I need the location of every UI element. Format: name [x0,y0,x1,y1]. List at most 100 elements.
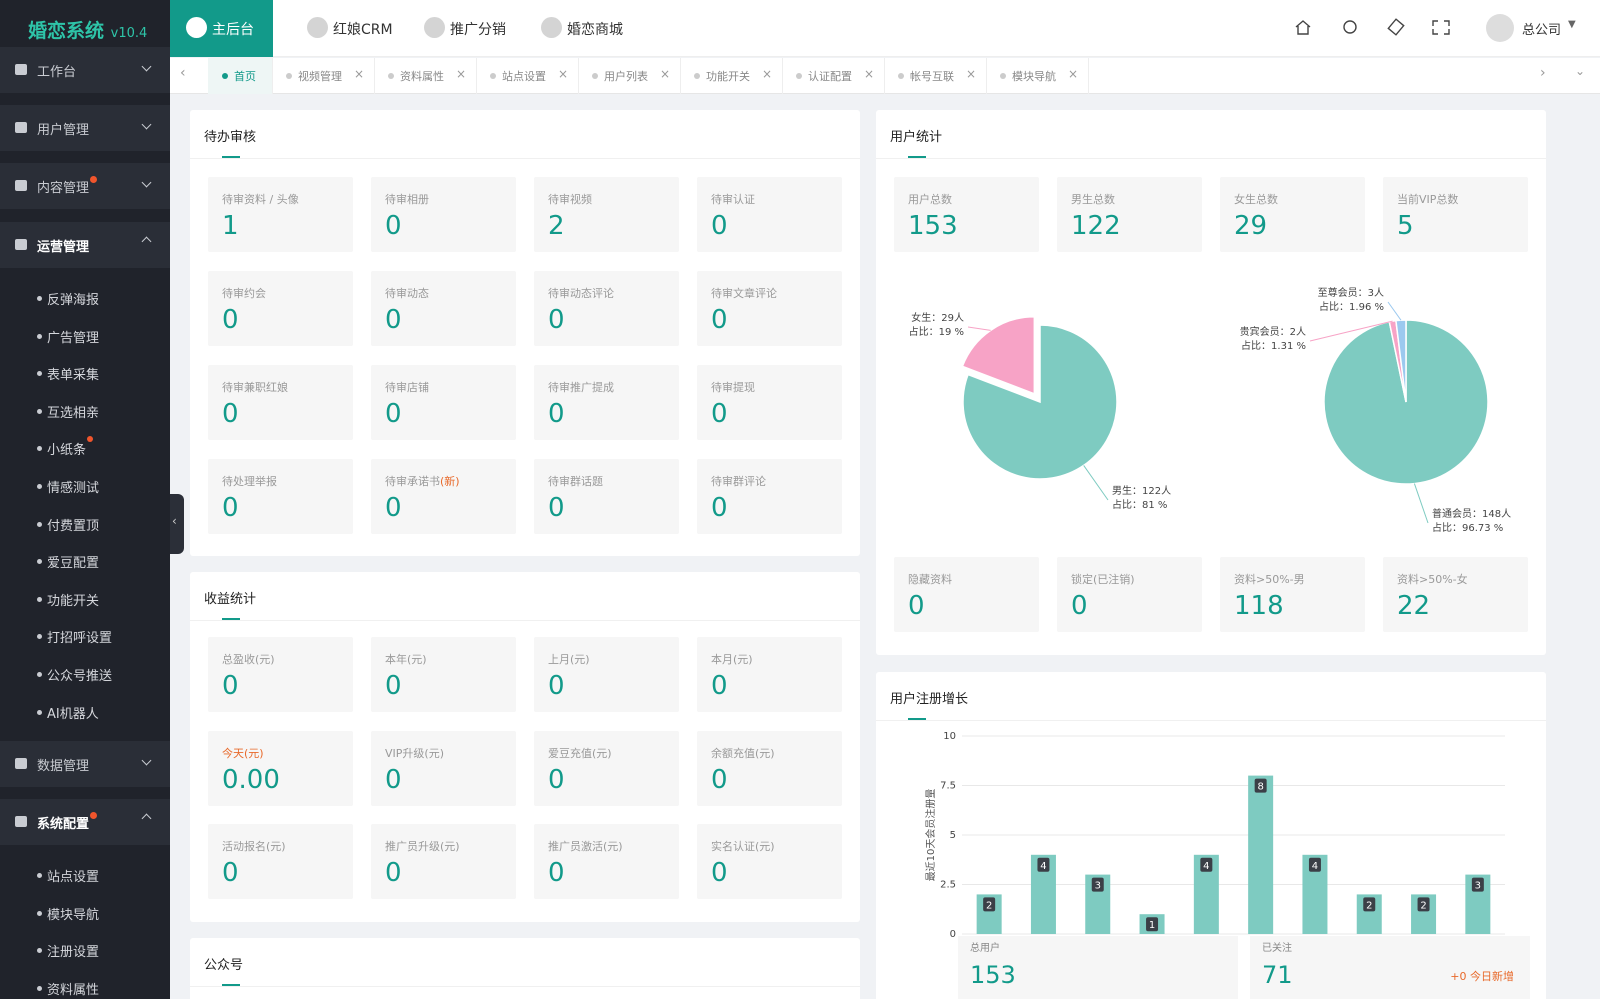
stat-card [1383,177,1528,252]
submenu-label[interactable]: AI机器人 [47,706,99,722]
submenu-label[interactable]: 小纸条 [47,443,87,459]
page-tab-label[interactable]: 站点设置 [502,70,546,83]
panel-divider [876,720,1546,721]
stat-card [1057,557,1202,632]
theme-icon[interactable] [1387,18,1405,36]
submenu-label[interactable]: 打招呼设置 [47,631,113,647]
pie-label: 贵宾会员：2人 [1240,325,1306,338]
submenu-label[interactable]: 付费置顶 [47,518,100,534]
submenu-label[interactable]: 情感测试 [47,481,100,496]
menu-label[interactable]: 数据管理 [37,759,90,774]
top-tab-icon[interactable] [424,17,445,38]
submenu-label[interactable]: 反弹海报 [47,293,100,308]
fullscreen-icon[interactable] [1432,20,1450,35]
stat-label: 待审动态评论 [548,287,614,300]
page-tab-close[interactable]: × [762,67,773,81]
stat-label: 余额充值(元) [711,746,775,760]
data-label: 4 [1312,861,1318,872]
top-tab-icon[interactable] [541,17,562,38]
page-tab-sep [1088,58,1089,94]
stat-value: 0 [548,858,565,888]
top-tab-label[interactable]: 推广分销 [450,22,506,38]
tab-prev[interactable]: ‹ [180,65,186,81]
menu-icon [15,64,27,75]
submenu-label[interactable]: 站点设置 [47,870,100,885]
menu-label[interactable]: 运营管理 [37,240,90,255]
page-tab-label[interactable]: 帐号互联 [910,70,954,83]
stat-card [371,637,516,712]
menu-group-bg[interactable] [0,163,170,209]
y-axis-label: 最近10天会员注册量 [924,789,937,882]
submenu-label[interactable]: 表单采集 [47,368,100,384]
submenu-bullet [37,484,42,489]
page-tab-close[interactable]: × [966,67,977,81]
pie-label: 男生：122人 [1112,484,1171,497]
user-caret[interactable]: ▼ [1568,19,1576,30]
page-tab-label[interactable]: 首页 [234,70,256,83]
page-tab-active[interactable] [208,58,272,94]
submenu-label[interactable]: 广告管理 [47,330,100,346]
submenu-label[interactable]: 模块导航 [47,907,100,923]
collapse-handle[interactable]: ‹ [170,494,184,554]
stat-label: 上月(元) [548,653,590,666]
menu-group-bg[interactable] [0,47,170,93]
page-tab-close[interactable]: × [1068,67,1079,81]
menu-group-bg[interactable] [0,799,170,845]
y-tick-label: 10 [943,731,956,742]
submenu-bullet [37,709,42,715]
submenu-bullet [37,985,42,991]
page-tab-close[interactable]: × [456,67,467,81]
avatar[interactable] [1486,14,1514,42]
top-tab-label[interactable]: 婚恋商城 [567,22,623,38]
stat-card [208,459,353,534]
stat-value: 0 [385,858,402,888]
page-tab-close[interactable]: × [660,67,671,81]
menu-group-bg[interactable] [0,741,170,787]
menu-label[interactable]: 工作台 [37,65,77,80]
menu-group-bg[interactable] [0,222,170,268]
top-tab-label[interactable]: 主后台 [212,22,254,38]
menu-icon [15,816,27,827]
submenu-label[interactable]: 注册设置 [47,945,100,961]
home-icon[interactable] [1295,20,1311,35]
menu-label[interactable]: 内容管理 [37,181,90,196]
user-name[interactable]: 总公司 [1522,23,1562,38]
menu-label[interactable]: 系统配置 [37,817,90,832]
page-tab-dot [286,73,292,79]
data-label: 8 [1257,782,1263,793]
page-tab-dot [222,73,228,79]
page-tab-close[interactable]: × [864,67,875,81]
submenu-label[interactable]: 资料属性 [47,982,100,998]
data-label-bg [1363,897,1376,912]
submenu-label[interactable]: 公众号推送 [47,669,113,684]
page-tab-close[interactable]: × [558,67,569,81]
stat-value: 22 [1397,591,1431,621]
stat-label: 爱豆充值(元) [548,746,612,760]
data-label-bg [1308,857,1321,872]
menu-label[interactable]: 用户管理 [37,123,90,138]
stat-value: 0 [548,671,565,701]
stat-value: 0.00 [222,764,280,795]
page-tab-sep [578,58,579,94]
tab-menu[interactable]: ⌄ [1575,64,1586,78]
top-tab-label[interactable]: 红娘CRM [333,22,393,38]
submenu-label[interactable]: 互选相亲 [47,405,100,421]
submenu-label[interactable]: 爱豆配置 [47,556,100,572]
page-tab-label[interactable]: 用户列表 [604,70,648,83]
top-tab-icon[interactable] [307,17,328,38]
page-tab-label[interactable]: 资料属性 [400,70,444,83]
submenu-bullet [37,333,42,339]
top-tab-icon[interactable] [186,17,207,38]
page-tab-label[interactable]: 认证配置 [808,70,852,83]
submenu-label[interactable]: 功能开关 [47,593,100,609]
menu-group-bg[interactable] [0,105,170,151]
stat-label: 男生总数 [1071,193,1115,206]
page-tab-label[interactable]: 视频管理 [298,70,342,83]
refresh-icon[interactable] [1343,20,1357,34]
data-label: 4 [1203,861,1209,872]
page-tab-label[interactable]: 功能开关 [706,70,750,83]
page-tab-close[interactable]: × [354,67,365,81]
stat-card [894,557,1039,632]
tab-next[interactable]: › [1540,65,1546,81]
page-tab-label[interactable]: 模块导航 [1012,70,1056,83]
